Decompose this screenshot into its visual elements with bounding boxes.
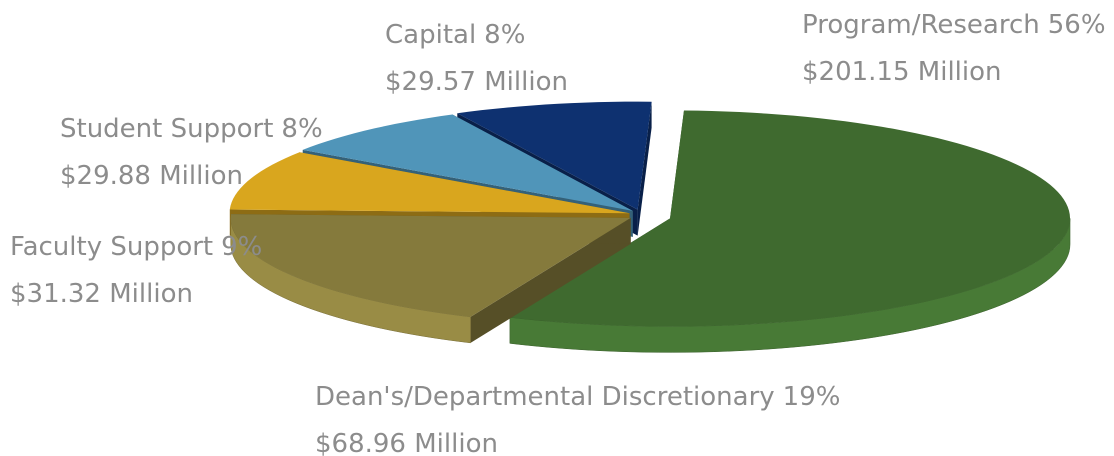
detail-label: $201.15 Million <box>802 57 1002 87</box>
detail-label: $29.57 Million <box>385 67 568 97</box>
slice <box>457 101 652 210</box>
slice-wall <box>470 217 631 343</box>
value-label: 56% <box>1048 10 1106 40</box>
value-label: 8% <box>281 114 322 144</box>
detail-label: $29.88 Million <box>60 161 243 191</box>
slice-side <box>509 218 1071 353</box>
slice <box>509 110 1071 353</box>
slice-label: Faculty Support 9% <box>10 232 262 262</box>
value-label: 8% <box>484 20 525 50</box>
slice <box>229 152 630 214</box>
slice <box>230 214 631 344</box>
category-label: Faculty Support <box>10 232 213 262</box>
detail-label: $31.32 Million <box>10 279 193 309</box>
slice-label: Program/Research 56% <box>802 10 1106 40</box>
slice-label: Capital 8% <box>385 20 525 50</box>
category-label: Dean's/Departmental Discretionary <box>315 382 775 412</box>
slice-wall <box>637 101 652 236</box>
category-label: Capital <box>385 20 476 50</box>
slice <box>302 114 633 211</box>
value-label: 9% <box>221 232 262 262</box>
slice-side <box>230 217 471 344</box>
category-label: Program/Research <box>802 10 1040 40</box>
category-label: Student Support <box>60 114 273 144</box>
detail-label: $68.96 Million <box>315 429 498 456</box>
value-label: 19% <box>783 382 841 412</box>
slice-label: Student Support 8% <box>60 114 323 144</box>
slice-label: Dean's/Departmental Discretionary 19% <box>315 382 840 412</box>
slice <box>509 110 1071 327</box>
slice <box>230 214 631 317</box>
